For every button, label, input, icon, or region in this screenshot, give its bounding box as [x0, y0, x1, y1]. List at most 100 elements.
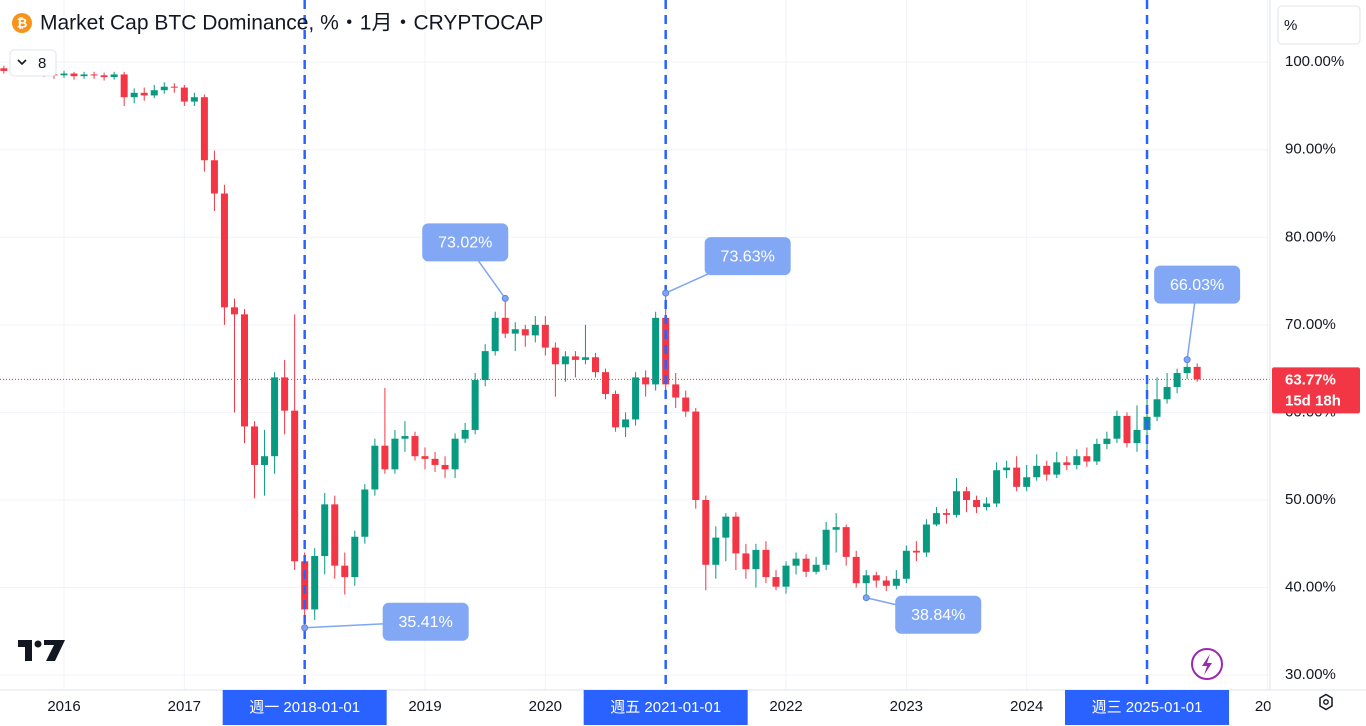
btc-icon-glyph: ₿: [17, 15, 28, 30]
candle-body: [471, 380, 479, 430]
candle-body: [341, 565, 349, 578]
annotation-point: [501, 294, 509, 302]
candle-body: [100, 75, 108, 78]
date-marker-box: [222, 690, 387, 725]
candle-body: [1183, 366, 1191, 374]
candle-body: [421, 456, 429, 459]
candle-body: [862, 575, 870, 584]
y-tick-label: 90.00%: [1285, 141, 1336, 158]
candle-body: [1103, 438, 1111, 444]
candle-body: [842, 527, 850, 557]
candle-body: [1083, 456, 1091, 462]
annotation-bubble: [382, 602, 469, 641]
annotation-point: [862, 594, 870, 602]
candle-body: [70, 73, 78, 77]
candle-body: [762, 549, 770, 578]
chart-title: Market Cap BTC Dominance, %・1月・CRYPTOCAP: [40, 12, 543, 35]
candle-body: [441, 464, 449, 470]
candle-body: [722, 516, 730, 538]
candle-body: [261, 456, 269, 465]
candle-body: [882, 580, 890, 586]
candle-body: [632, 377, 640, 420]
annotation-bubble: [895, 595, 982, 634]
candle-body: [712, 537, 720, 565]
candle-body: [822, 529, 830, 565]
candle-body: [541, 324, 549, 348]
candle-body: [963, 491, 971, 500]
annotation-label: 38.84%: [911, 607, 965, 624]
candle-body: [220, 193, 228, 308]
candle-body: [110, 74, 118, 78]
candle-body: [60, 73, 68, 76]
candle-body: [200, 97, 208, 161]
date-marker-box: [583, 690, 748, 725]
candle-body: [551, 347, 559, 365]
candle-body: [411, 436, 419, 457]
candle-body: [1073, 456, 1081, 465]
candle-body: [1193, 366, 1201, 380]
candle-body: [120, 74, 128, 98]
chevron: [17, 59, 27, 66]
candle-body: [150, 90, 158, 96]
x-tick-label: 2023: [890, 698, 923, 715]
candle-body: [692, 411, 700, 500]
settings-button[interactable]: [1319, 693, 1333, 711]
candle-body: [501, 317, 509, 334]
candle-body: [401, 436, 409, 439]
y-tick-label: 100.00%: [1285, 53, 1344, 70]
annotation-bubble: [1154, 265, 1241, 304]
candle-body: [1043, 465, 1051, 475]
candle-body: [391, 438, 399, 470]
annotation-bubble: [704, 237, 791, 276]
candle-body: [752, 549, 760, 570]
candle-body: [1123, 415, 1131, 444]
x-tick-label: 2016: [47, 698, 80, 715]
date-marker-label: 週一 2018-01-01: [249, 699, 360, 716]
candle-body: [612, 394, 620, 428]
candle-body: [160, 86, 168, 91]
candle-body: [742, 553, 750, 570]
candle-body: [371, 445, 379, 490]
candle-body: [311, 556, 319, 610]
candle-body: [251, 426, 259, 465]
y-tick-label: 70.00%: [1285, 316, 1336, 333]
candle-body: [291, 410, 299, 562]
candle-body: [792, 558, 800, 566]
date-marker-label: 週五 2021-01-01: [610, 699, 721, 716]
annotation-label: 66.03%: [1170, 277, 1224, 294]
x-tick-label: 2019: [408, 698, 441, 715]
candle-body: [381, 445, 389, 470]
candle-body: [461, 429, 469, 439]
y-tick-label: 80.00%: [1285, 228, 1336, 245]
collapse-button[interactable]: [9, 49, 57, 77]
candle-body: [481, 351, 489, 381]
candle-body: [1033, 465, 1041, 478]
candle-body: [431, 458, 439, 465]
candle-body: [832, 527, 840, 530]
candle-body: [1173, 373, 1181, 388]
date-marker-label: 週三 2025-01-01: [1092, 699, 1203, 716]
candles: [0, 65, 1201, 628]
x-tick-label: 2020: [529, 698, 562, 715]
last-price-label: 63.77%: [1285, 371, 1336, 388]
candle-body: [702, 499, 710, 565]
candle-body: [652, 317, 660, 385]
annotation-point: [662, 289, 670, 297]
candle-body: [591, 357, 599, 373]
candle-body: [1023, 477, 1031, 487]
candle-body: [872, 575, 880, 581]
y-tick-label: 50.00%: [1285, 491, 1336, 508]
candle-body: [922, 524, 930, 553]
candle-body: [190, 97, 198, 102]
candle-body: [1013, 467, 1021, 487]
scale-mode-button[interactable]: [1277, 5, 1361, 45]
candle-body: [1133, 429, 1141, 444]
candle-body: [210, 160, 218, 194]
candle-body: [1113, 415, 1121, 439]
candle-body: [973, 499, 981, 507]
candle-body: [561, 356, 569, 365]
candle-body: [361, 489, 369, 537]
candle-body: [682, 397, 690, 412]
annotation-label: 73.02%: [438, 235, 492, 252]
